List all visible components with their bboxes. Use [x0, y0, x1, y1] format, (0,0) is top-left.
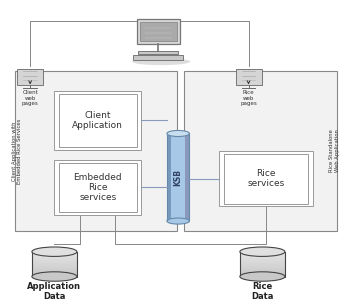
Text: Rice
Data: Rice Data	[251, 282, 274, 301]
Bar	[240, 264, 285, 265]
Bar	[32, 252, 77, 253]
Bar	[17, 69, 43, 85]
Bar	[240, 263, 285, 264]
Bar	[32, 254, 77, 255]
Bar	[32, 252, 77, 277]
Bar	[32, 264, 77, 265]
Bar	[240, 267, 285, 268]
Bar	[240, 254, 285, 255]
Text: Client
web
pages: Client web pages	[22, 90, 39, 106]
Bar	[137, 19, 180, 44]
Bar	[240, 271, 285, 273]
Bar	[32, 274, 77, 275]
Bar	[32, 255, 77, 257]
Text: Client
Application: Client Application	[72, 111, 123, 130]
Bar	[240, 261, 285, 262]
Bar	[240, 265, 285, 267]
Ellipse shape	[240, 247, 285, 256]
Ellipse shape	[32, 247, 77, 256]
Bar	[32, 257, 77, 258]
Bar	[32, 263, 77, 264]
Bar	[32, 273, 77, 274]
Bar	[240, 253, 285, 254]
Text: Application
Data: Application Data	[27, 282, 81, 301]
Bar	[219, 151, 313, 206]
Bar	[240, 274, 285, 275]
Bar	[240, 258, 285, 259]
Bar	[32, 259, 77, 261]
Bar	[32, 269, 77, 270]
Bar	[32, 261, 77, 262]
Bar	[184, 71, 337, 231]
Bar	[167, 133, 189, 221]
Bar	[167, 133, 189, 221]
Bar	[185, 133, 189, 221]
Bar	[223, 154, 308, 204]
Text: KSB: KSB	[174, 169, 183, 186]
Ellipse shape	[240, 272, 285, 281]
Bar	[240, 259, 285, 261]
Bar	[240, 268, 285, 269]
Ellipse shape	[167, 130, 189, 136]
Bar	[32, 275, 77, 277]
Bar	[240, 270, 285, 271]
Text: Embedded
Rice
services: Embedded Rice services	[73, 173, 122, 202]
Bar	[32, 267, 77, 268]
Bar	[240, 255, 285, 257]
Bar	[32, 262, 77, 263]
Text: Rice
services: Rice services	[247, 169, 284, 188]
Bar	[240, 252, 285, 253]
Bar	[240, 257, 285, 258]
Bar	[236, 69, 261, 85]
Bar	[240, 273, 285, 274]
Text: Rice Standalone
Web Application: Rice Standalone Web Application	[329, 130, 340, 172]
Bar	[167, 133, 171, 221]
Bar	[32, 268, 77, 269]
Ellipse shape	[132, 58, 190, 65]
Bar	[240, 262, 285, 263]
Bar	[54, 160, 141, 215]
Bar	[32, 270, 77, 271]
Bar	[240, 269, 285, 270]
Bar	[54, 91, 141, 150]
Bar	[32, 271, 77, 273]
Bar	[32, 253, 77, 254]
Bar	[59, 163, 136, 212]
Ellipse shape	[167, 218, 189, 224]
Bar	[240, 252, 285, 277]
Text: Rice
web
pages: Rice web pages	[240, 90, 257, 106]
Bar	[240, 275, 285, 277]
Bar	[59, 94, 136, 147]
Text: Client Application with
Embedded Rice Services: Client Application with Embedded Rice Se…	[11, 118, 22, 184]
Bar	[15, 71, 177, 231]
Bar	[139, 51, 179, 54]
Bar	[133, 55, 183, 60]
Ellipse shape	[32, 272, 77, 281]
Bar	[140, 22, 177, 41]
Bar	[32, 258, 77, 259]
Bar	[32, 265, 77, 267]
